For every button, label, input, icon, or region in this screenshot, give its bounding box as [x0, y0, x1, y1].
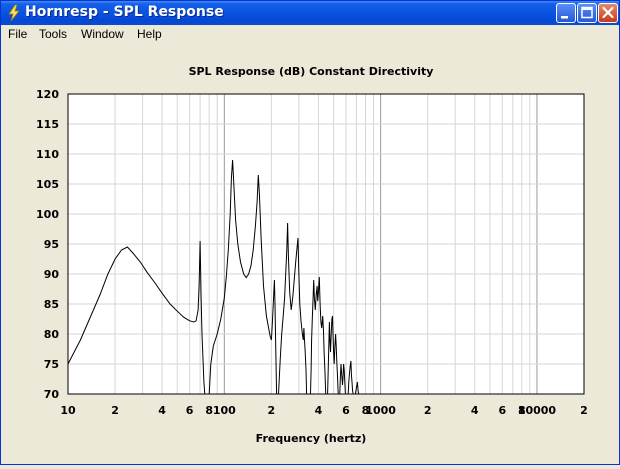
y-tick-label: 95 — [44, 238, 59, 251]
chart-area: SPL Response (dB) Constant Directivity 1… — [1, 44, 619, 464]
y-tick-label: 75 — [44, 358, 59, 371]
x-tick-label: 10000 — [518, 404, 557, 417]
menu-tools[interactable]: Tools — [39, 27, 68, 41]
window-title: Hornresp - SPL Response — [25, 4, 224, 20]
minimize-icon — [561, 16, 568, 19]
maximize-button[interactable] — [577, 3, 597, 23]
y-tick-label: 70 — [44, 388, 60, 401]
x-tick-label: 6 — [498, 404, 506, 417]
x-tick-label: 2 — [424, 404, 432, 417]
x-tick-label: 2 — [580, 404, 588, 417]
plot-border — [67, 93, 585, 395]
close-icon — [602, 6, 614, 19]
x-tick-label: 8 — [205, 404, 213, 417]
x-tick-label: 2 — [111, 404, 119, 417]
x-tick-label: 10 — [60, 404, 76, 417]
x-tick-label: 6 — [186, 404, 194, 417]
y-axis-ticks: 120 115 110 105 100 95 90 85 80 75 70 — [36, 88, 59, 401]
lightning-icon — [8, 4, 20, 22]
close-button[interactable] — [598, 3, 618, 23]
y-tick-label: 115 — [36, 118, 59, 131]
y-tick-label: 105 — [36, 178, 59, 191]
menu-file[interactable]: File — [8, 27, 28, 41]
y-tick-label: 100 — [36, 208, 59, 221]
minimize-button[interactable] — [556, 3, 576, 23]
chart-title: SPL Response (dB) Constant Directivity — [189, 65, 434, 78]
x-tick-label: 4 — [158, 404, 166, 417]
title-bar[interactable]: Hornresp - SPL Response — [1, 1, 619, 25]
x-tick-label: 2 — [268, 404, 276, 417]
x-tick-label: 4 — [315, 404, 323, 417]
x-tick-label: 8 — [362, 404, 370, 417]
y-tick-label: 85 — [44, 298, 59, 311]
menu-bar: File Tools Window Help — [1, 25, 619, 44]
x-tick-label: 4 — [471, 404, 479, 417]
menu-help[interactable]: Help — [137, 27, 162, 41]
menu-window[interactable]: Window — [81, 27, 124, 41]
y-tick-label: 110 — [36, 148, 59, 161]
spl-response-chart: SPL Response (dB) Constant Directivity 1… — [36, 65, 588, 445]
x-tick-label: 1000 — [365, 404, 396, 417]
maximize-icon — [581, 6, 593, 19]
y-tick-label: 80 — [44, 328, 60, 341]
x-tick-label: 6 — [342, 404, 350, 417]
y-tick-label: 90 — [44, 268, 60, 281]
y-tick-label: 120 — [36, 88, 59, 101]
x-tick-label: 100 — [213, 404, 236, 417]
x-axis-label: Frequency (hertz) — [256, 432, 367, 445]
x-tick-label: 8 — [518, 404, 526, 417]
